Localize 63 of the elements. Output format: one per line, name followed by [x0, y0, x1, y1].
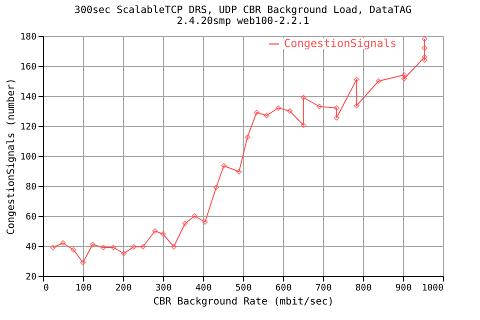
point — [300, 122, 306, 128]
point — [140, 244, 146, 250]
x-tick-label: 100 — [75, 284, 92, 294]
point — [300, 94, 306, 100]
point — [244, 134, 250, 140]
point — [100, 244, 106, 250]
point — [422, 36, 428, 42]
point — [422, 54, 428, 60]
point — [80, 260, 86, 266]
y-tick-label: 160 — [20, 62, 36, 72]
point — [422, 57, 428, 63]
point — [354, 102, 360, 109]
x-tick-label: 800 — [355, 284, 372, 294]
point — [334, 114, 340, 121]
x-tick-label: 500 — [235, 284, 252, 294]
x-tick-label: 900 — [395, 284, 412, 294]
point — [220, 162, 227, 169]
y-tick-label: 120 — [20, 122, 36, 132]
y-tick-label: 100 — [20, 152, 36, 162]
point — [202, 219, 208, 225]
point — [130, 244, 137, 250]
point — [286, 108, 293, 114]
point — [334, 105, 340, 111]
point — [50, 244, 56, 250]
x-tick-label: 1000 — [422, 284, 444, 294]
point — [170, 244, 177, 250]
point — [376, 78, 382, 84]
point — [120, 250, 127, 256]
point — [254, 110, 260, 116]
x-tick-label: 0 — [44, 284, 49, 294]
x-tick-label: 300 — [155, 284, 172, 294]
point — [160, 231, 166, 237]
x-tick-label: 400 — [195, 284, 212, 294]
point — [110, 244, 116, 250]
point — [354, 76, 360, 82]
chart-title: 300sec ScalableTCP DRS, UDP CBR Background Load, DataTAG — [74, 5, 412, 16]
point — [401, 72, 408, 78]
y-tick-label: 20 — [26, 272, 36, 282]
point — [316, 104, 322, 110]
x-tick-label: 700 — [315, 284, 332, 294]
y-tick-label: 40 — [26, 242, 36, 252]
x-axis-title: CBR Background Rate (mbit/sec) — [153, 296, 334, 308]
y-tick-label: 140 — [20, 92, 36, 102]
y-tick-label: 60 — [26, 212, 36, 222]
point — [70, 246, 76, 253]
point — [275, 105, 282, 111]
point — [264, 112, 270, 118]
point — [236, 168, 242, 175]
x-tick-label: 200 — [115, 284, 132, 294]
x-tick-label: 600 — [275, 284, 292, 294]
point — [152, 228, 158, 234]
point — [182, 220, 188, 226]
point — [213, 184, 220, 190]
point — [90, 242, 96, 248]
point — [422, 45, 428, 51]
chart-subtitle: 2.4.20smp web100-2.2.1 — [176, 16, 310, 27]
point — [192, 213, 198, 219]
point — [401, 76, 408, 82]
legend-label: CongestionSignals — [284, 37, 397, 50]
point — [60, 240, 66, 246]
y-tick-label: 80 — [26, 182, 36, 192]
y-tick-label: 180 — [20, 32, 36, 42]
y-axis-title: CongestionSignals (number) — [6, 78, 18, 235]
